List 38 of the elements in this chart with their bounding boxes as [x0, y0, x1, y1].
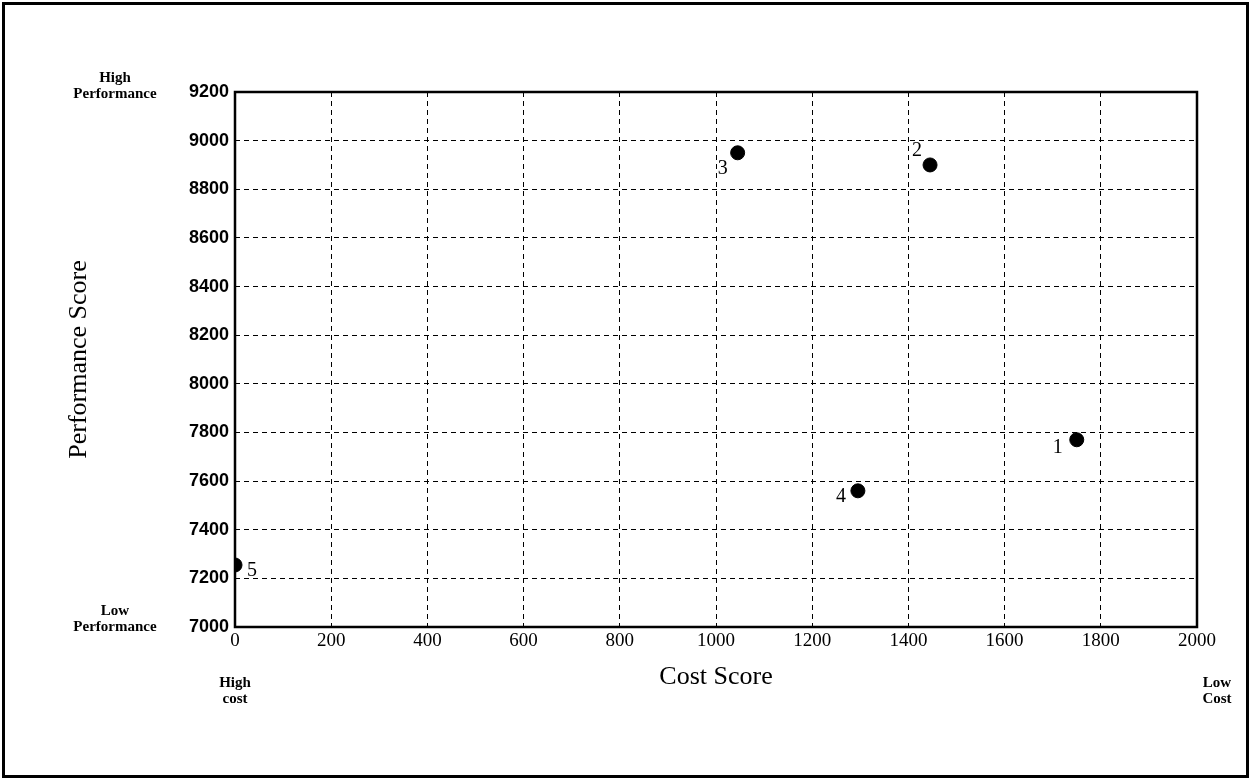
x-tick-label: 200 [316, 629, 346, 651]
annotation: 5 [247, 558, 257, 581]
text: Low Performance [73, 601, 157, 634]
y-tick-label: 8800 [188, 178, 229, 199]
text: Low Cost [1202, 673, 1232, 706]
x-tick-label: 800 [605, 629, 635, 651]
point [730, 145, 746, 161]
y-tick-label: 7000 [188, 615, 229, 636]
annotation: 2 [912, 138, 923, 161]
point [1069, 432, 1085, 448]
annotation: 3 [717, 156, 728, 179]
y-axis-title: Performance Score [63, 260, 93, 459]
x-tick-label: 1400 [889, 629, 928, 651]
y-tick-label: 8400 [188, 275, 229, 296]
point [850, 483, 866, 499]
x-tick-label: 2000 [1178, 629, 1216, 651]
x-tick-label: 400 [413, 629, 442, 651]
x-tick-label: 1000 [697, 629, 735, 651]
y-tick-label: 7600 [188, 470, 229, 491]
x-tick-label: 600 [509, 629, 538, 651]
x-tick-label: 0 [230, 629, 240, 651]
x-tick-label: 1600 [985, 629, 1024, 651]
x-tick-label: 1800 [1081, 629, 1120, 651]
y-tick-label: 7200 [188, 567, 229, 588]
text: High cost [219, 673, 252, 706]
text: High Performance [73, 68, 157, 101]
y-tick-label: 7800 [188, 421, 229, 442]
y-tick-label: 8200 [188, 324, 229, 345]
y-tick-label: 9200 [188, 80, 229, 101]
point [922, 157, 938, 173]
y-tick-label: 8000 [188, 372, 229, 393]
y-tick-label: 9000 [188, 129, 229, 150]
annotation: 1 [1052, 435, 1063, 457]
x-tick-label: 1200 [793, 629, 832, 651]
y-tick-label: 7400 [188, 518, 229, 539]
y-tick-label: 8600 [188, 226, 229, 247]
annotation: 4 [835, 484, 846, 507]
x-axis-title: Cost Score [659, 661, 773, 691]
